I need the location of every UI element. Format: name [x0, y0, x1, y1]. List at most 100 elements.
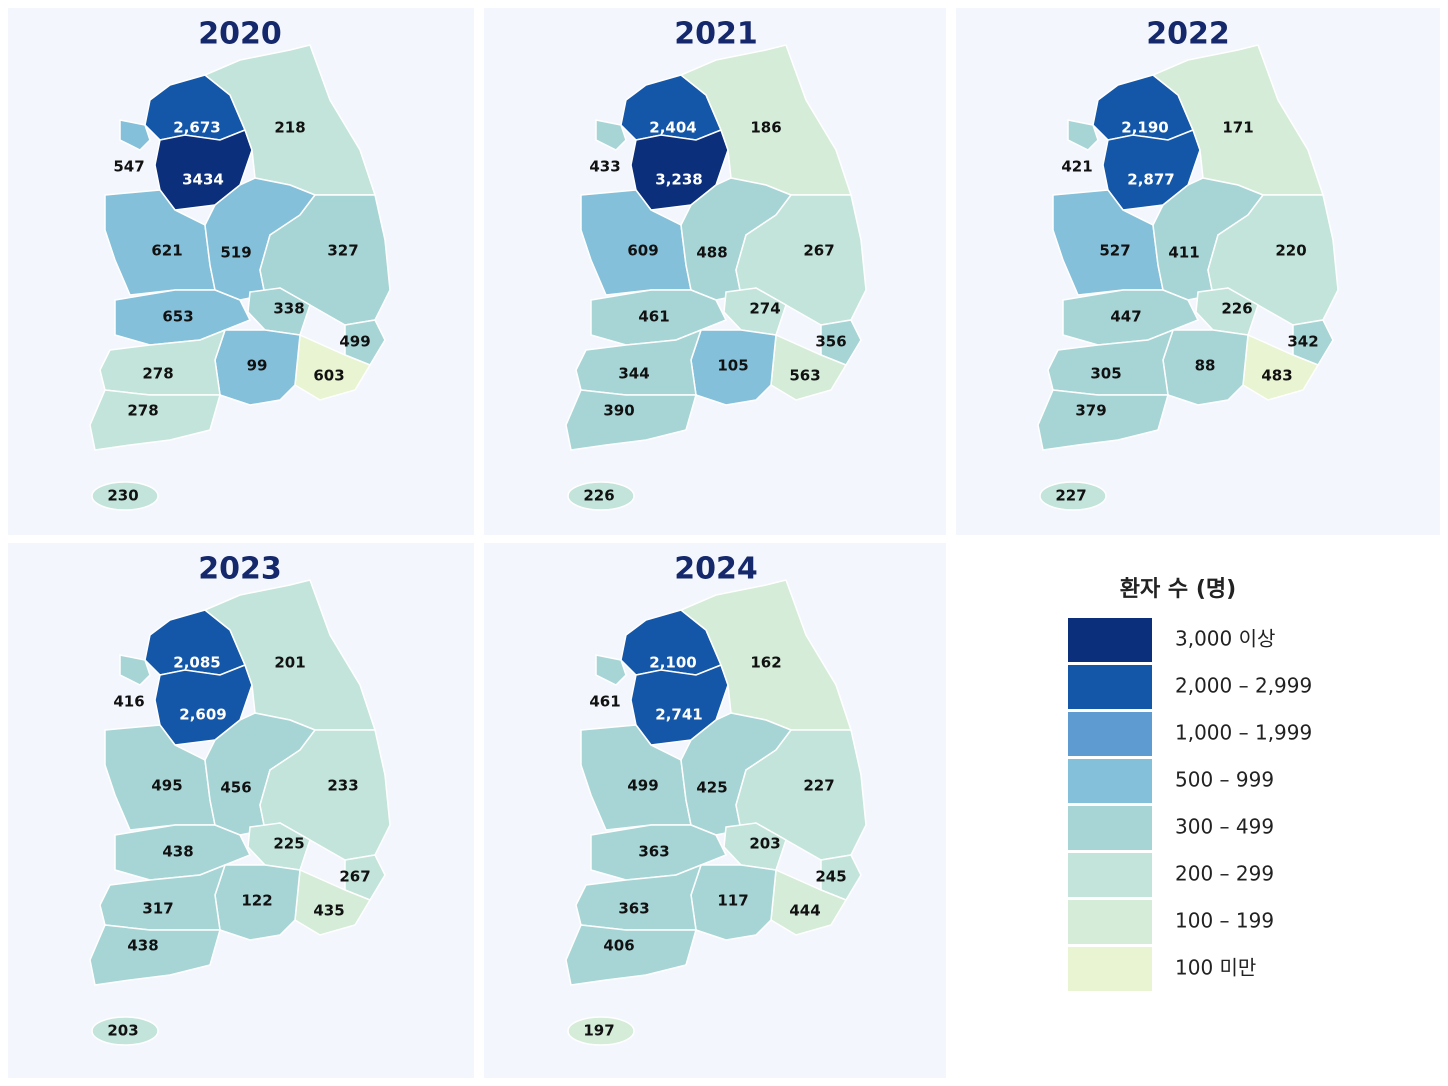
- region-label: 653: [162, 308, 193, 326]
- region-label: 88: [1195, 357, 1216, 375]
- legend-label: 200 – 299: [1175, 862, 1274, 886]
- region: [567, 481, 635, 511]
- region-label: 461: [638, 308, 669, 326]
- region-label: 527: [1099, 242, 1130, 260]
- region-label: 433: [589, 158, 620, 176]
- region-label: 226: [583, 487, 614, 505]
- region-label: 438: [162, 843, 193, 861]
- legend-label: 100 미만: [1175, 956, 1256, 980]
- legend-swatch: [1068, 853, 1152, 897]
- map: 2,404 3,238 433 186 609 488 267 461 274 356 105 563…: [565, 44, 867, 511]
- legend-swatch: [1068, 665, 1152, 709]
- region: [567, 1016, 635, 1046]
- region-label: 338: [273, 300, 304, 318]
- region-label: 563: [789, 367, 820, 385]
- legend-label: 100 – 199: [1175, 909, 1274, 933]
- region-label: 2,741: [655, 706, 702, 724]
- region: [114, 824, 252, 881]
- region-label: 245: [815, 868, 846, 886]
- region: [114, 289, 252, 346]
- region-label: 317: [142, 900, 173, 918]
- region: [1292, 319, 1334, 366]
- region: [1062, 289, 1200, 346]
- region: [91, 481, 159, 511]
- region: [820, 854, 862, 901]
- legend-label: 3,000 이상: [1175, 627, 1275, 651]
- region: [89, 924, 221, 986]
- legend-swatch: [1068, 759, 1152, 803]
- region-label: 278: [142, 365, 173, 383]
- region-label: 274: [749, 300, 780, 318]
- region-label: 406: [603, 937, 634, 955]
- region-label: 483: [1261, 367, 1292, 385]
- legend-label: 500 – 999: [1175, 768, 1274, 792]
- region-label: 603: [313, 367, 344, 385]
- region-label: 363: [638, 843, 669, 861]
- region-label: 230: [107, 487, 138, 505]
- region-label: 356: [815, 333, 846, 351]
- region-label: 278: [127, 402, 158, 420]
- region: [1067, 119, 1099, 151]
- map-title: 2020: [198, 17, 282, 52]
- region-label: 609: [627, 242, 658, 260]
- map: 2,190 2,877 421 171 527 411 220 447 226 342 88 483 3…: [1037, 44, 1339, 511]
- region-label: 456: [220, 779, 251, 797]
- map-title: 2021: [674, 17, 758, 52]
- region-label: 461: [589, 693, 620, 711]
- map-title: 2022: [1146, 17, 1230, 52]
- region-label: 621: [151, 242, 182, 260]
- region-label: 227: [803, 777, 834, 795]
- legend-swatch: [1068, 712, 1152, 756]
- legend-swatch: [1068, 900, 1152, 944]
- map-title: 2024: [674, 552, 758, 587]
- region: [91, 1016, 159, 1046]
- region-label: 197: [583, 1022, 614, 1040]
- region-label: 2,877: [1127, 171, 1174, 189]
- region-label: 117: [717, 892, 748, 910]
- region-label: 499: [339, 333, 370, 351]
- region: [119, 654, 151, 686]
- region-label: 379: [1075, 402, 1106, 420]
- region-label: 162: [750, 654, 781, 672]
- legend-label: 2,000 – 2,999: [1175, 674, 1312, 698]
- region-label: 267: [803, 242, 834, 260]
- region-label: 220: [1275, 242, 1306, 260]
- region-label: 105: [717, 357, 748, 375]
- region-label: 438: [127, 937, 158, 955]
- region-label: 227: [1055, 487, 1086, 505]
- legend-title: 환자 수 (명): [1120, 577, 1236, 602]
- region-label: 171: [1222, 119, 1253, 137]
- region-label: 2,404: [649, 119, 696, 137]
- region-label: 344: [618, 365, 649, 383]
- region: [89, 389, 221, 451]
- region: [344, 854, 386, 901]
- region-label: 416: [113, 693, 144, 711]
- region-label: 499: [627, 777, 658, 795]
- region-label: 547: [113, 158, 144, 176]
- region-label: 488: [696, 244, 727, 262]
- region-label: 444: [789, 902, 820, 920]
- region: [595, 654, 627, 686]
- region: [820, 319, 862, 366]
- region: [1039, 481, 1107, 511]
- region: [1037, 389, 1169, 451]
- region-label: 186: [750, 119, 781, 137]
- region-label: 218: [274, 119, 305, 137]
- region-label: 327: [327, 242, 358, 260]
- region: [565, 924, 697, 986]
- region-label: 122: [241, 892, 272, 910]
- region-label: 2,100: [649, 654, 696, 672]
- legend-swatch: [1068, 947, 1152, 991]
- region-label: 3434: [182, 171, 224, 189]
- region-label: 3,238: [655, 171, 702, 189]
- region-label: 201: [274, 654, 305, 672]
- region: [565, 389, 697, 451]
- region-label: 495: [151, 777, 182, 795]
- region: [595, 119, 627, 151]
- region-label: 203: [107, 1022, 138, 1040]
- region-label: 425: [696, 779, 727, 797]
- region-label: 421: [1061, 158, 1092, 176]
- region-label: 2,190: [1121, 119, 1168, 137]
- region-label: 233: [327, 777, 358, 795]
- region-label: 342: [1287, 333, 1318, 351]
